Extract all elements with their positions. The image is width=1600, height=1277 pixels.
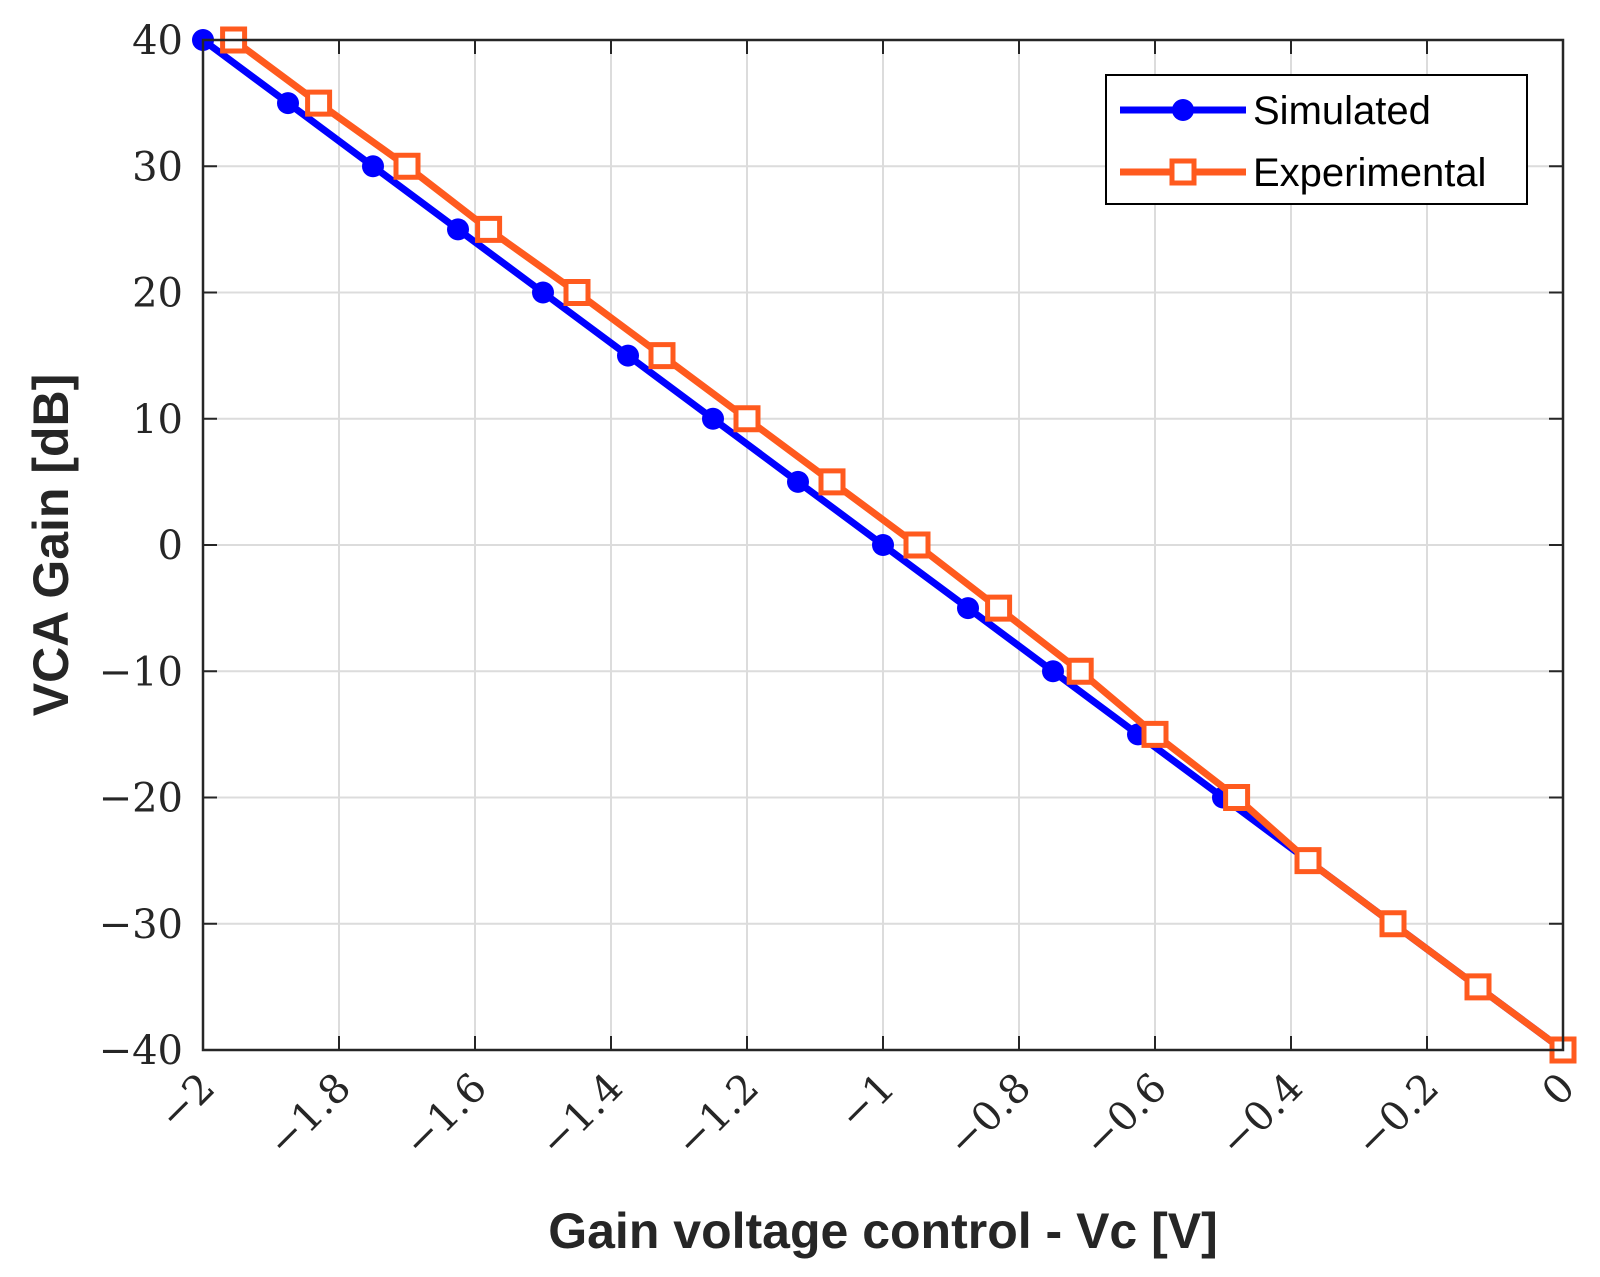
data-point-experimental <box>648 342 676 370</box>
data-point-experimental <box>1294 847 1322 875</box>
x-tick-label: 0 <box>1534 1065 1585 1116</box>
data-point-experimental <box>1379 910 1407 938</box>
legend-marker-experimental <box>1169 158 1197 186</box>
data-point-experimental <box>475 215 503 243</box>
data-point-experimental <box>305 89 333 117</box>
data-point-experimental <box>733 405 761 433</box>
x-tick-label: −0.8 <box>939 1065 1040 1166</box>
series-layer <box>192 26 1577 1064</box>
plot-frame <box>201 38 1565 1052</box>
x-tick-label: −1.6 <box>395 1065 496 1166</box>
x-tick-label: −2 <box>150 1065 224 1139</box>
data-point-simulated <box>532 281 554 304</box>
y-axis-label: VCA Gain [dB] <box>23 374 79 717</box>
legend: Simulated Experimental <box>1105 74 1528 205</box>
data-point-experimental <box>393 152 421 180</box>
y-tick-label: −10 <box>99 649 183 695</box>
data-point-simulated <box>447 218 469 241</box>
legend-label-experimental: Experimental <box>1253 151 1486 195</box>
data-point-simulated <box>787 470 809 493</box>
y-tick-label: −30 <box>99 902 183 948</box>
data-point-simulated <box>872 534 894 556</box>
data-point-simulated <box>617 344 639 367</box>
y-tick-labels: 40 30 20 10 0 −10 −20 −30 −40 <box>99 18 183 1074</box>
x-tick-label: −0.2 <box>1347 1065 1448 1166</box>
data-point-simulated <box>1042 660 1064 683</box>
x-tick-label: −0.6 <box>1075 1065 1176 1166</box>
data-point-experimental <box>1141 720 1169 748</box>
x-tick-label: −1.4 <box>531 1065 632 1166</box>
data-point-simulated <box>277 92 299 115</box>
data-point-experimental <box>1464 973 1492 1001</box>
y-tick-label: −20 <box>99 776 183 822</box>
legend-label-simulated: Simulated <box>1253 89 1431 133</box>
data-point-experimental <box>818 468 846 496</box>
data-point-simulated <box>957 597 979 620</box>
y-tick-label: 30 <box>132 144 183 190</box>
data-point-experimental <box>903 531 931 559</box>
y-tick-label: 20 <box>132 271 183 317</box>
y-tick-label: 0 <box>158 523 183 569</box>
data-point-experimental <box>563 279 591 306</box>
data-point-experimental <box>1066 657 1094 685</box>
x-tick-label: −0.4 <box>1211 1065 1312 1166</box>
x-tick-label: −1 <box>830 1065 904 1139</box>
x-tick-labels: −2 −1.8 −1.6 −1.4 −1.2 −1 −0.8 −0.6 −0.4 −0.2 0 <box>150 1065 1584 1166</box>
data-point-experimental <box>985 594 1013 622</box>
y-tick-label: −40 <box>99 1028 183 1074</box>
legend-marker-simulated <box>1172 99 1194 121</box>
y-tick-label: 10 <box>132 397 183 443</box>
x-tick-label: −1.2 <box>667 1065 768 1166</box>
data-point-experimental <box>1223 784 1251 811</box>
x-axis-label: Gain voltage control - Vc [V] <box>548 1203 1218 1259</box>
data-point-simulated <box>362 155 384 178</box>
data-point-simulated <box>702 407 724 430</box>
x-tick-label: −1.8 <box>259 1065 360 1166</box>
y-tick-label: 40 <box>132 18 183 64</box>
